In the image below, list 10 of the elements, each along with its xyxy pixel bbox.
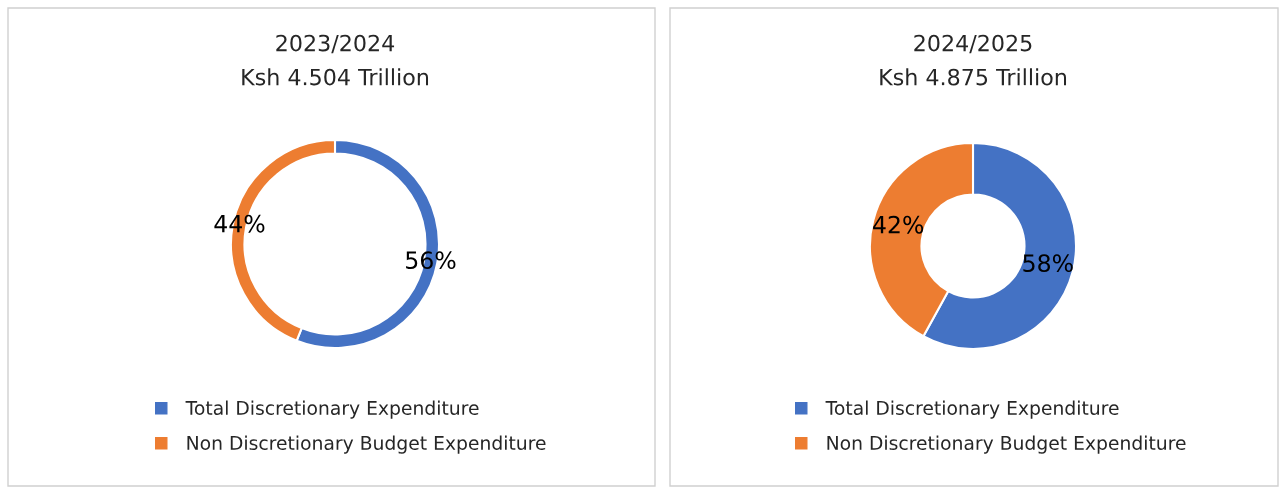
data-label: 58% [1023,254,1073,273]
data-label: 42% [873,215,924,234]
legend-label: Non Discretionary Budget Expenditure [187,435,546,454]
chart-subtitle: Ksh 4.504 Trillion [242,68,429,86]
chart-title: 2024/2025 [914,34,1032,54]
chart-title: 2023/2024 [276,34,395,54]
legend-label: Total Discretionary Expenditure [825,400,1119,419]
legend-label: Total Discretionary Expenditure [185,400,479,419]
chart-subtitle: Ksh 4.875 Trillion [880,68,1067,86]
legend-label: Non Discretionary Budget Expenditure [827,435,1186,454]
